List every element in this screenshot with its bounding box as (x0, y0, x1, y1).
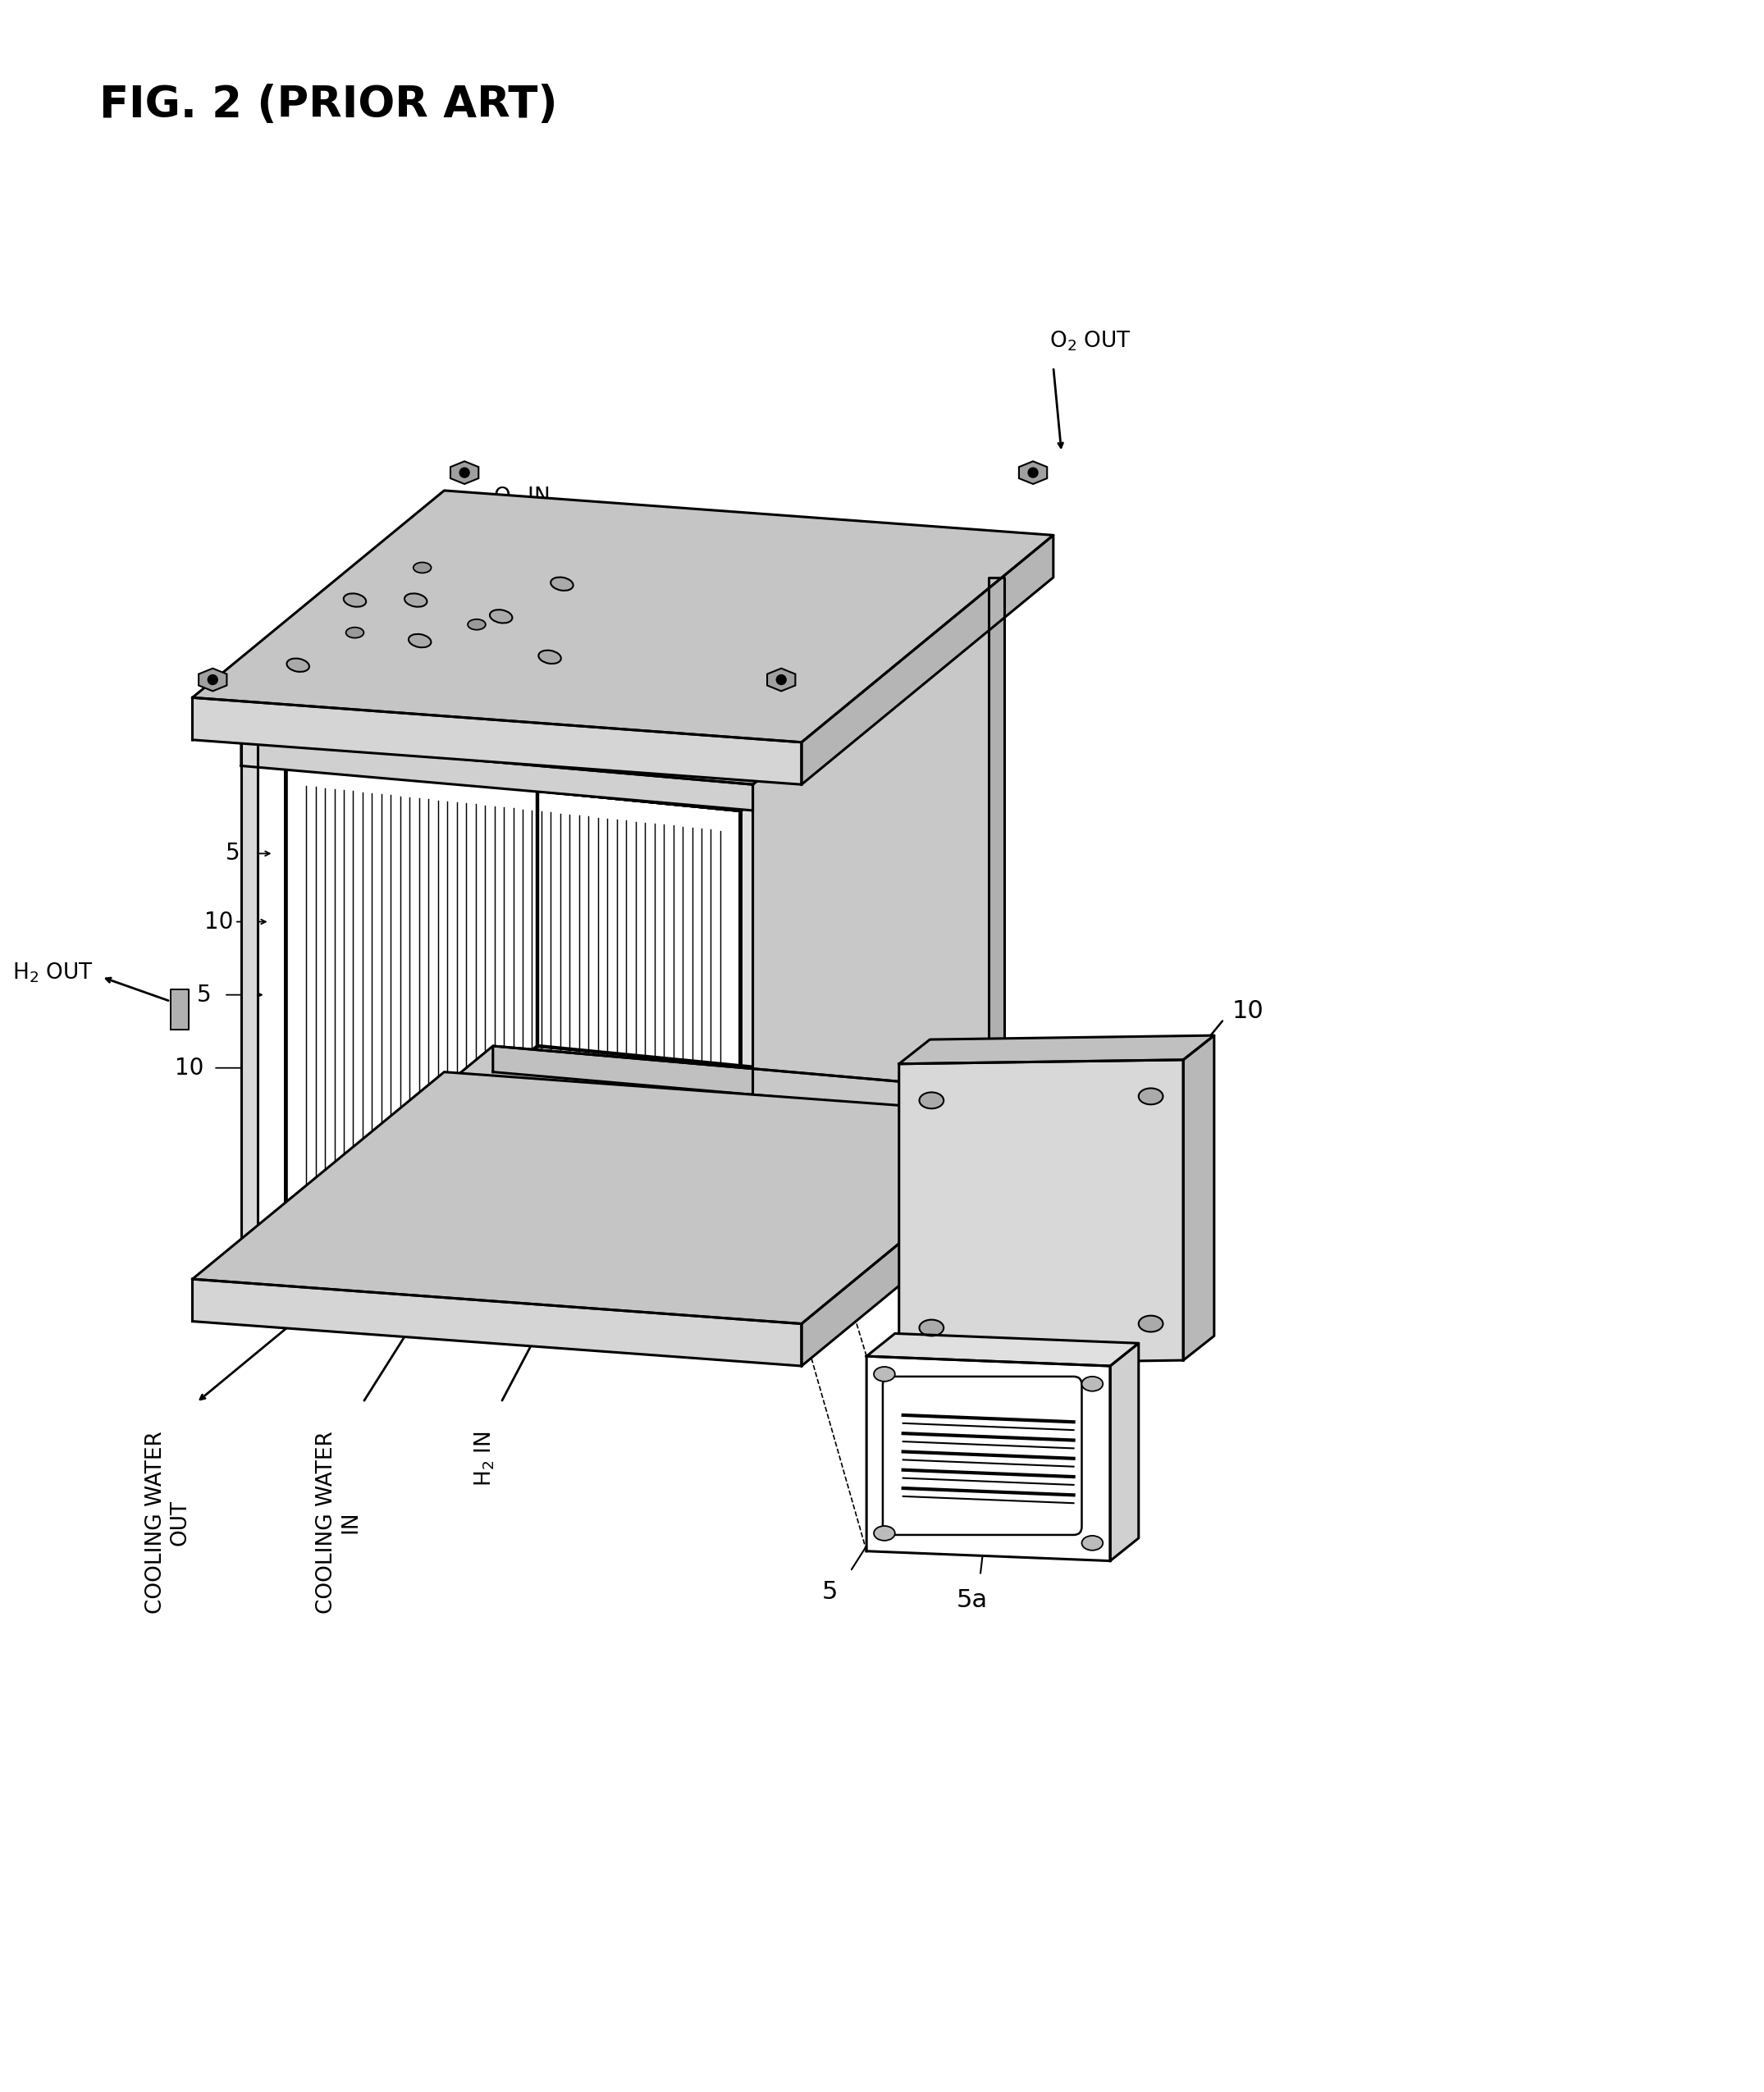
Ellipse shape (1138, 1316, 1162, 1333)
Ellipse shape (404, 594, 427, 607)
Ellipse shape (1081, 1377, 1102, 1391)
Polygon shape (242, 533, 1005, 784)
Polygon shape (1184, 1036, 1214, 1360)
Ellipse shape (490, 609, 512, 623)
Text: 5: 5 (822, 1579, 838, 1605)
Polygon shape (450, 460, 478, 483)
Text: H$_2$ OUT: H$_2$ OUT (12, 960, 93, 985)
Text: H$_2$ IN: H$_2$ IN (473, 1431, 496, 1487)
Polygon shape (171, 990, 189, 1029)
Text: 10: 10 (205, 910, 233, 933)
Circle shape (1028, 469, 1037, 477)
Ellipse shape (1138, 1088, 1162, 1105)
Circle shape (460, 469, 469, 477)
Ellipse shape (538, 651, 561, 663)
Polygon shape (199, 667, 228, 690)
Ellipse shape (467, 619, 485, 630)
Polygon shape (242, 533, 510, 741)
Ellipse shape (409, 634, 430, 646)
Ellipse shape (873, 1525, 894, 1540)
Polygon shape (1020, 460, 1048, 483)
Polygon shape (767, 667, 796, 690)
Text: 10: 10 (175, 1056, 203, 1079)
Circle shape (208, 676, 217, 684)
Polygon shape (192, 1278, 801, 1366)
Polygon shape (900, 1061, 1184, 1364)
Text: COOLING WATER
IN: COOLING WATER IN (316, 1431, 362, 1613)
Polygon shape (286, 766, 741, 1297)
Polygon shape (900, 1036, 1214, 1065)
Polygon shape (801, 1117, 1053, 1366)
Text: O$_2$ IN: O$_2$ IN (492, 485, 549, 508)
Polygon shape (988, 577, 1005, 1117)
Circle shape (776, 676, 787, 684)
Ellipse shape (346, 628, 363, 638)
Ellipse shape (919, 1320, 944, 1337)
Text: 10: 10 (1231, 1000, 1263, 1023)
Polygon shape (192, 1071, 1053, 1324)
Ellipse shape (873, 1366, 894, 1381)
Text: COOLING WATER
OUT: COOLING WATER OUT (145, 1431, 191, 1613)
Polygon shape (866, 1356, 1110, 1561)
Ellipse shape (919, 1092, 944, 1109)
Polygon shape (753, 577, 1005, 1324)
Ellipse shape (413, 563, 430, 573)
Polygon shape (242, 1253, 753, 1324)
Ellipse shape (288, 659, 309, 672)
Polygon shape (192, 697, 801, 784)
Text: 5: 5 (196, 983, 212, 1006)
Polygon shape (1110, 1343, 1138, 1561)
Polygon shape (192, 490, 1053, 743)
Text: 5a: 5a (956, 1588, 988, 1611)
Ellipse shape (344, 594, 367, 607)
Ellipse shape (1081, 1536, 1102, 1550)
Text: O$_2$ OUT: O$_2$ OUT (1050, 328, 1131, 351)
Polygon shape (801, 536, 1053, 784)
Polygon shape (866, 1333, 1138, 1366)
Ellipse shape (550, 577, 573, 590)
Text: FIG. 2 (PRIOR ART): FIG. 2 (PRIOR ART) (99, 84, 557, 126)
Polygon shape (741, 602, 993, 1297)
Polygon shape (242, 1046, 1005, 1297)
Polygon shape (492, 533, 1005, 602)
Polygon shape (242, 741, 753, 810)
Text: 5: 5 (226, 843, 240, 864)
Polygon shape (286, 559, 993, 810)
Text: 100: 100 (900, 1071, 947, 1094)
Polygon shape (492, 1046, 1005, 1117)
Polygon shape (242, 741, 258, 1278)
